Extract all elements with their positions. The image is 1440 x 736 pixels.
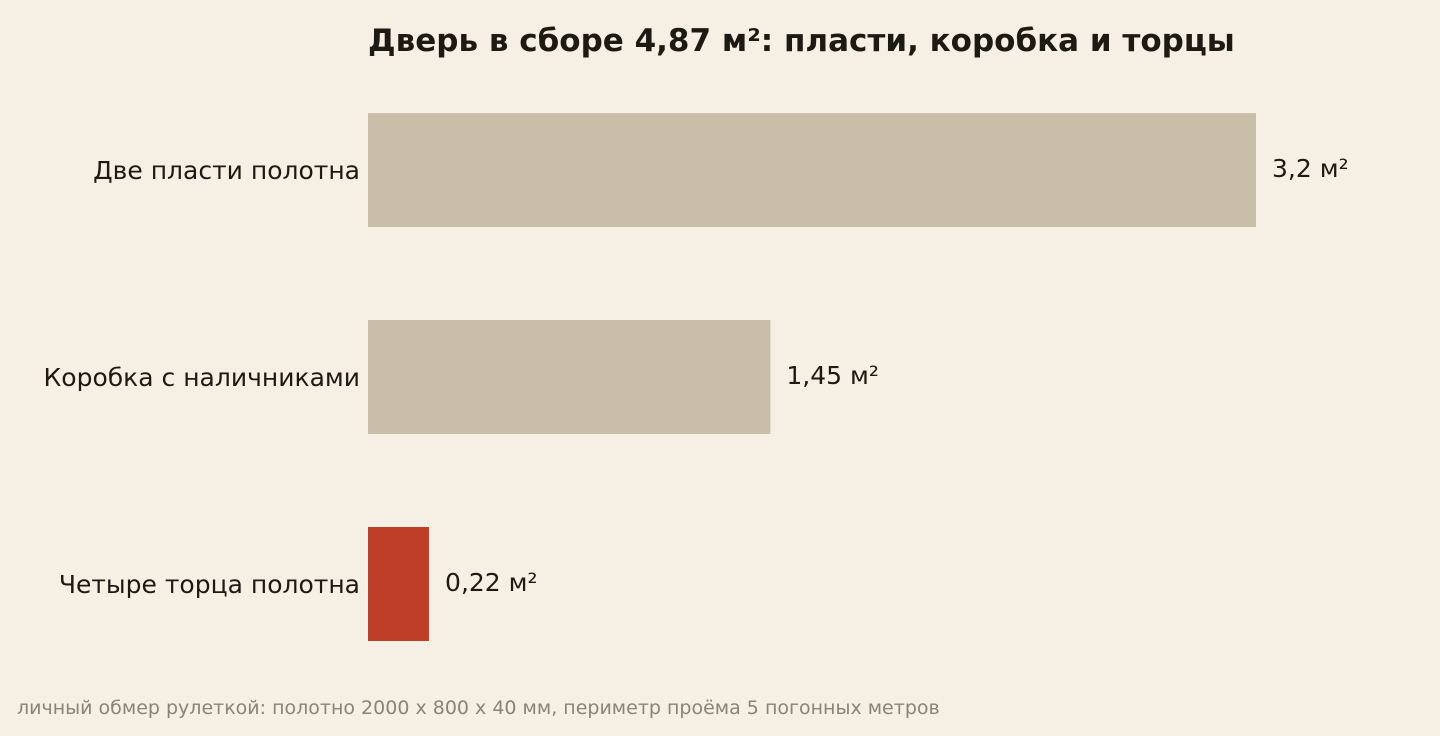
bars-group: Две пласти полотна 3,2 м² Коробка с наличн… <box>44 113 1349 641</box>
bar-1 <box>368 113 1256 227</box>
category-label-2: Коробка с наличниками <box>44 363 360 392</box>
value-label-3: 0,22 м² <box>445 568 538 597</box>
bar-3 <box>368 527 430 641</box>
chart-title: Дверь в сборе 4,87 м²: пласти, коробка и… <box>368 23 1235 59</box>
category-label-1: Две пласти полотна <box>93 156 360 185</box>
bar-2 <box>368 320 771 434</box>
value-label-2: 1,45 м² <box>786 361 879 390</box>
chart-footnote: личный обмер рулеткой: полотно 2000 x 80… <box>17 697 940 719</box>
value-label-1: 3,2 м² <box>1272 154 1349 183</box>
category-label-3: Четыре торца полотна <box>59 570 360 599</box>
